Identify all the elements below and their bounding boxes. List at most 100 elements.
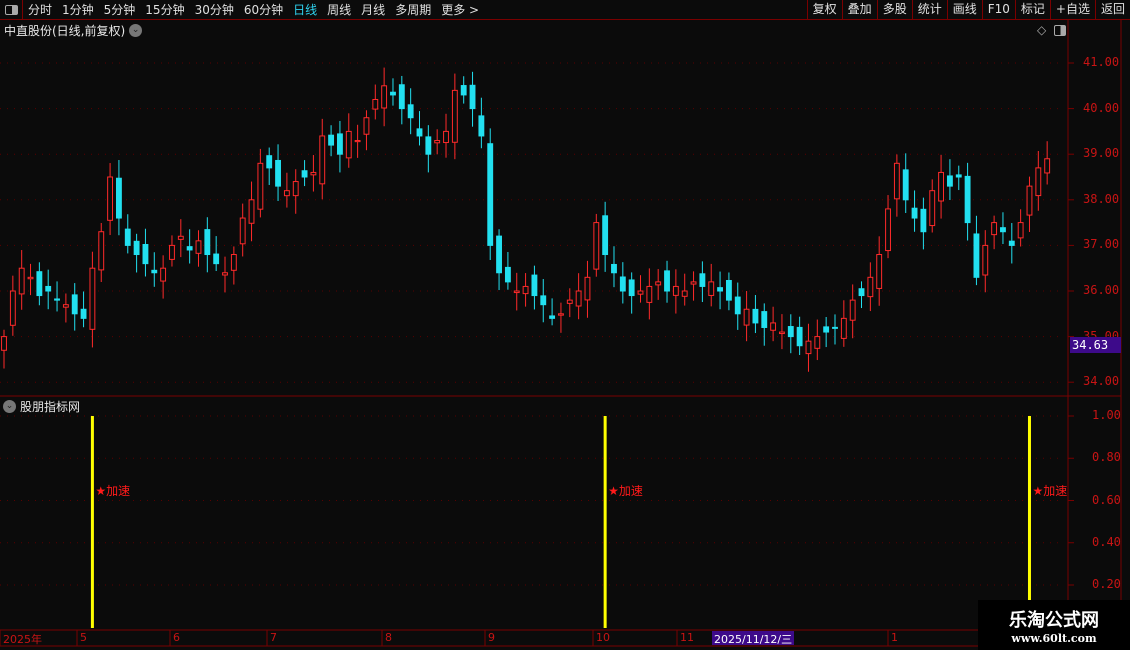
candle-body xyxy=(107,176,114,221)
period-tab[interactable]: 多周期 xyxy=(395,3,432,17)
chart-title[interactable]: 中直股份(日线,前复权) ⌄ xyxy=(4,22,143,39)
candle-body xyxy=(770,322,777,331)
toolbar-button[interactable]: 标记 xyxy=(1014,0,1050,20)
candle-body xyxy=(929,190,936,227)
candle-body xyxy=(946,175,953,187)
diamond-icon[interactable]: ◇ xyxy=(1037,23,1047,37)
indicator-tick-label: 0.40 xyxy=(1092,534,1121,549)
period-tab[interactable]: 5分钟 xyxy=(103,3,136,17)
candle-body xyxy=(840,317,847,339)
candle-body xyxy=(646,285,653,303)
candle-body xyxy=(80,308,87,319)
panel-toggle-icon[interactable] xyxy=(0,0,23,20)
panel-toggle-icon[interactable] xyxy=(1054,24,1067,36)
candle-body xyxy=(885,208,891,252)
candle-body xyxy=(363,117,370,135)
candle-body xyxy=(160,267,167,282)
date-label: 8 xyxy=(385,631,392,644)
candle-body xyxy=(266,155,273,169)
date-label: 10 xyxy=(596,631,610,644)
period-tab[interactable]: 日线 xyxy=(293,3,318,17)
date-label: 9 xyxy=(488,631,495,644)
indicator-tick-label: 0.60 xyxy=(1092,492,1121,507)
candle-body xyxy=(964,175,971,224)
indicator-tick-label: 0.80 xyxy=(1092,450,1121,465)
candle-body xyxy=(1026,185,1033,216)
period-tab[interactable]: 1分钟 xyxy=(62,3,94,17)
candle-body xyxy=(257,162,264,210)
candle-body xyxy=(920,208,927,233)
candle-body xyxy=(98,231,105,271)
candle-body xyxy=(443,130,449,144)
candle-body xyxy=(681,290,688,297)
candle-body xyxy=(558,313,564,316)
candle-body xyxy=(1000,227,1006,233)
toolbar-button[interactable]: F10 xyxy=(981,0,1015,20)
toolbar-button[interactable]: 叠加 xyxy=(841,0,877,20)
date-label: 11 xyxy=(680,631,694,644)
candle-body xyxy=(911,207,918,219)
candle-body xyxy=(1044,158,1051,174)
toolbar-button[interactable]: 统计 xyxy=(911,0,947,20)
chevron-down-icon[interactable]: ⌄ xyxy=(3,400,16,413)
candle-body xyxy=(708,281,715,296)
candle-body xyxy=(381,85,388,109)
candle-body xyxy=(292,181,299,197)
indicator-title: ⌄ 股朋指标网 xyxy=(3,398,80,415)
candle-body xyxy=(496,235,502,274)
candle-body xyxy=(991,222,998,236)
candle-body xyxy=(372,98,379,110)
candle-body xyxy=(540,295,547,306)
period-tab[interactable]: 分时 xyxy=(28,3,53,17)
date-label: 5 xyxy=(80,631,87,644)
candle-body xyxy=(213,253,220,265)
candle-body xyxy=(575,290,582,307)
period-tab[interactable]: 30分钟 xyxy=(194,3,234,17)
toolbar-button[interactable]: 画线 xyxy=(946,0,982,20)
candle-body xyxy=(222,272,228,276)
candle-body xyxy=(275,159,281,187)
current-price-tag: 34.63 xyxy=(1070,337,1121,353)
candle-body xyxy=(973,233,980,278)
candle-body xyxy=(328,134,335,146)
price-tick-label: 36.00 xyxy=(1083,283,1120,297)
candle-body xyxy=(611,263,617,274)
candle-body xyxy=(566,299,573,304)
period-tab[interactable]: 60分钟 xyxy=(243,3,284,17)
signal-bar xyxy=(1027,416,1031,628)
candle-body xyxy=(230,254,237,271)
candle-body xyxy=(832,326,838,329)
toolbar-button[interactable]: 复权 xyxy=(806,0,842,20)
candle-body xyxy=(204,229,211,256)
date-label: 2025年 xyxy=(3,633,42,646)
toolbar-button[interactable]: +自选 xyxy=(1049,0,1095,20)
candle-body xyxy=(71,294,78,315)
period-tab[interactable]: 周线 xyxy=(327,3,352,17)
candle-body xyxy=(1035,167,1042,197)
toolbar-button[interactable]: 多股 xyxy=(876,0,912,20)
price-tick-label: 38.00 xyxy=(1083,191,1120,206)
period-tab[interactable]: 月线 xyxy=(361,3,386,17)
candle-body xyxy=(628,279,635,297)
candle-body xyxy=(469,84,476,110)
candle-body xyxy=(354,140,361,143)
price-tick-label: 39.00 xyxy=(1083,146,1120,161)
candle-body xyxy=(345,130,352,159)
candle-body xyxy=(796,326,803,347)
candle-body xyxy=(513,290,520,294)
candle-body xyxy=(938,171,945,202)
period-tab[interactable]: 15分钟 xyxy=(145,3,185,17)
candle-body xyxy=(982,244,989,276)
toolbar-button[interactable]: 返回 xyxy=(1094,0,1130,20)
candle-body xyxy=(734,296,741,315)
candle-body xyxy=(805,340,812,355)
period-tab[interactable]: 更多 > xyxy=(441,3,480,17)
candle-body xyxy=(858,288,865,297)
signal-label: ★加速 xyxy=(95,484,131,498)
indicator-tick-label: 0.20 xyxy=(1092,577,1121,591)
candle-body xyxy=(177,235,184,240)
chevron-down-icon[interactable]: ⌄ xyxy=(129,24,143,37)
period-toolbar: 分时 1分钟 5分钟 15分钟 30分钟 60分钟 日线 周线 月线 多周期 更多 > 复权 叠加 多股… xyxy=(0,0,1130,20)
candle-body xyxy=(310,171,317,176)
